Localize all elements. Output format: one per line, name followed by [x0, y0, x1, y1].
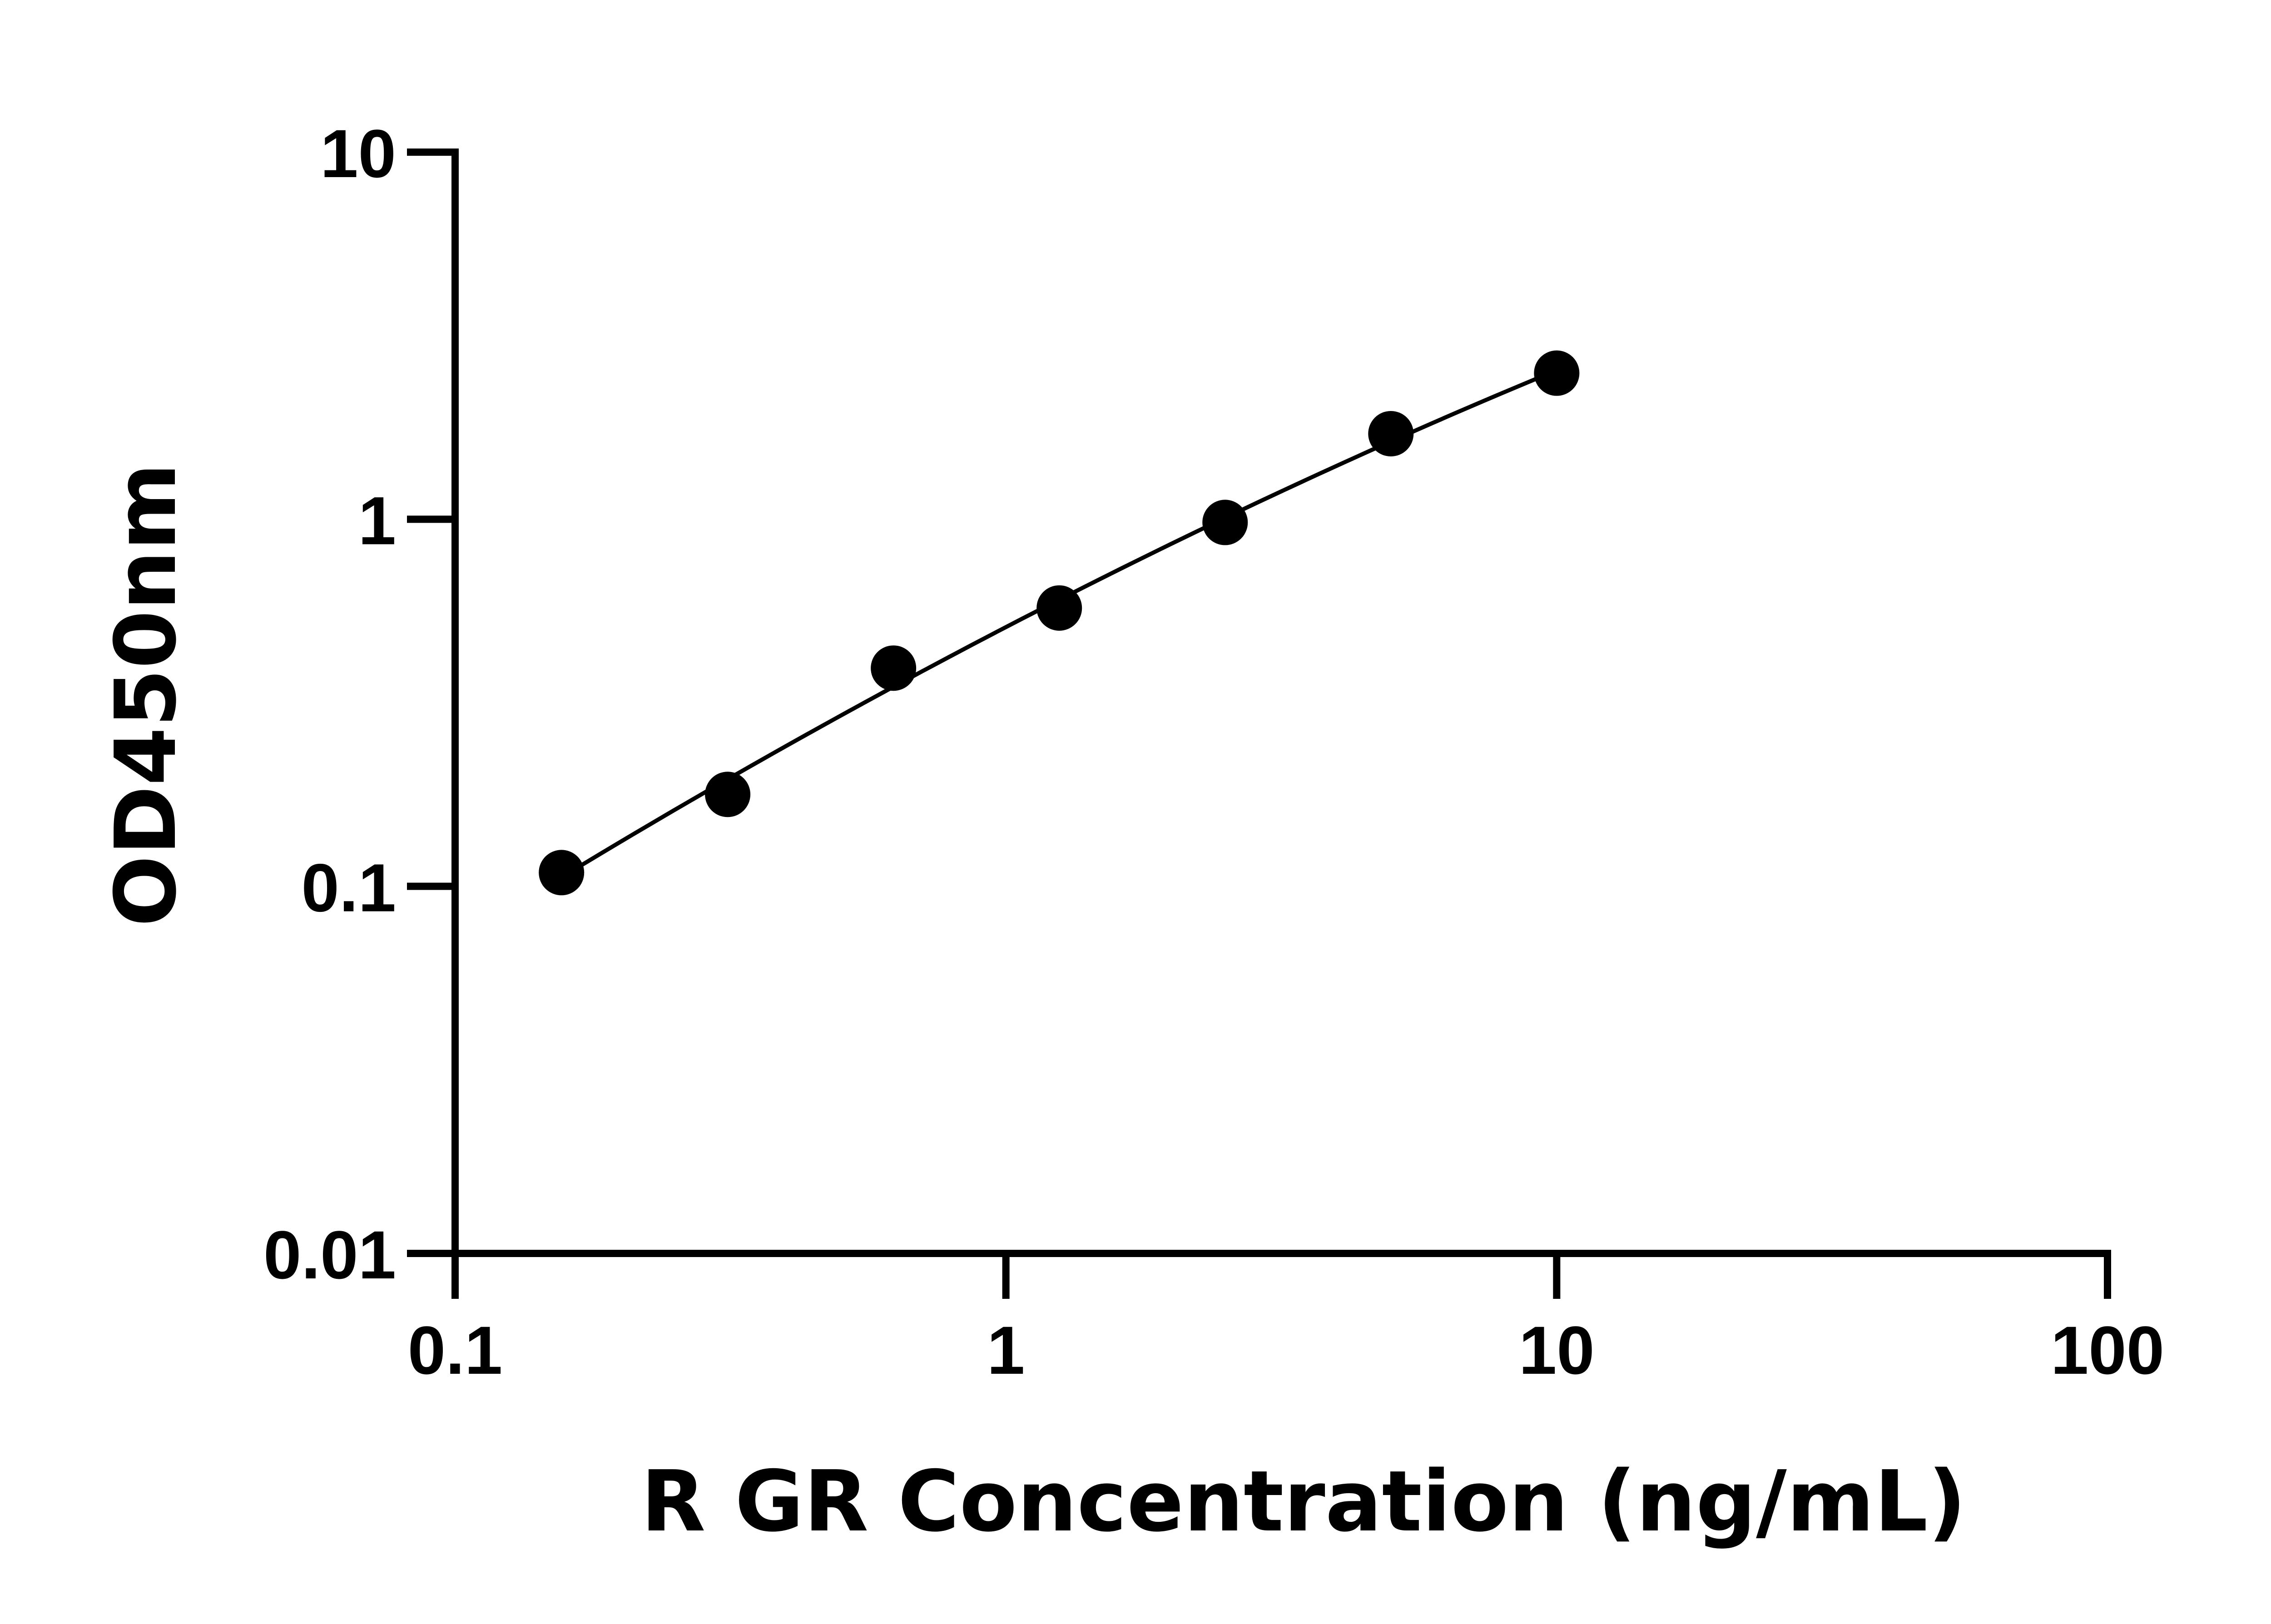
data-point [1036, 585, 1082, 631]
y-tick-label: 10 [320, 115, 396, 192]
data-point [539, 850, 585, 896]
data-point [1534, 350, 1580, 396]
data-point [705, 772, 751, 817]
x-axis-label: R GR Concentration (ng/mL) [641, 1452, 1966, 1550]
x-tick-label: 0.1 [408, 1312, 503, 1388]
x-tick-label: 10 [1519, 1312, 1595, 1388]
data-point [1202, 500, 1248, 545]
y-tick-label: 1 [358, 482, 396, 559]
y-tick-label: 0.01 [263, 1217, 396, 1293]
y-axis-label: OD450nm [97, 463, 195, 926]
y-tick-label: 0.1 [301, 850, 396, 926]
x-tick-label: 1 [987, 1312, 1025, 1388]
data-point [871, 645, 917, 691]
data-point [1368, 411, 1414, 456]
data-points [539, 350, 1580, 896]
x-tick-label: 100 [2051, 1312, 2164, 1388]
